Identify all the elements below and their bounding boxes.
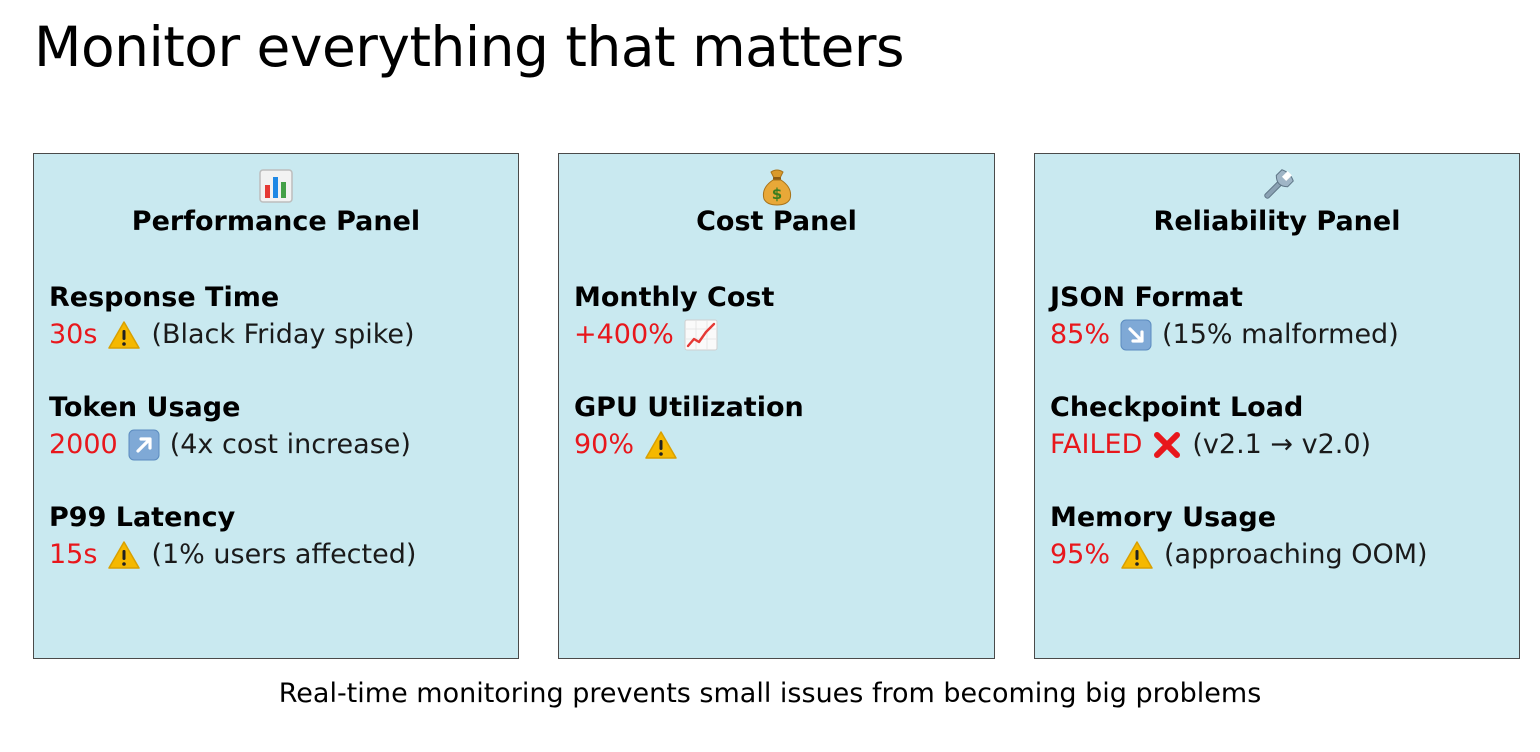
cross-mark-icon <box>1152 430 1182 460</box>
arrow-up-right-icon <box>128 429 160 461</box>
metric-name: Checkpoint Load <box>1050 392 1304 423</box>
metric-name: Monthly Cost <box>574 282 775 313</box>
metric-value: 2000 <box>49 429 118 460</box>
metric-name: JSON Format <box>1050 282 1243 313</box>
wrench-icon <box>1035 168 1519 208</box>
metric-gpu-utilization: GPU Utilization 90% <box>574 390 986 464</box>
metric-token-usage: Token Usage 2000 (4x cost increase) <box>49 390 510 464</box>
metric-value: 90% <box>574 429 635 460</box>
metric-response-time: Response Time 30s (Black Friday spike) <box>49 280 510 354</box>
metric-value: 85% <box>1050 319 1111 350</box>
metric-note: (approaching OOM) <box>1164 539 1428 570</box>
panel-title: Reliability Panel <box>1153 206 1401 237</box>
page-title: Monitor everything that matters <box>34 15 905 79</box>
warning-icon <box>644 430 678 460</box>
metric-value: FAILED <box>1050 429 1143 460</box>
metric-value: +400% <box>574 319 674 350</box>
metric-checkpoint-load: Checkpoint Load FAILED (v2.1 → v2.0) <box>1050 390 1511 464</box>
metric-value: 15s <box>49 539 98 570</box>
money-bag-icon: $ <box>559 168 994 208</box>
warning-icon <box>1120 540 1154 570</box>
metric-note: (15% malformed) <box>1162 319 1399 350</box>
warning-icon <box>107 320 141 350</box>
metric-value: 95% <box>1050 539 1111 570</box>
metric-memory-usage: Memory Usage 95% (approaching OOM) <box>1050 500 1511 574</box>
metric-value: 30s <box>49 319 98 350</box>
metric-name: P99 Latency <box>49 502 236 533</box>
metric-name: Memory Usage <box>1050 502 1277 533</box>
panel-title: Cost Panel <box>696 206 857 237</box>
metric-note: (v2.1 → v2.0) <box>1192 429 1372 460</box>
metric-note: (1% users affected) <box>151 539 417 570</box>
metric-name: GPU Utilization <box>574 392 804 423</box>
metric-monthly-cost: Monthly Cost +400% <box>574 280 986 354</box>
arrow-down-right-icon <box>1120 319 1152 351</box>
cost-panel: $ Cost Panel Monthly Cost +400% GPU Util… <box>558 153 995 659</box>
metric-note: (Black Friday spike) <box>151 319 415 350</box>
chart-increasing-icon <box>684 319 718 351</box>
metric-p99-latency: P99 Latency 15s (1% users affected) <box>49 500 510 574</box>
footer-caption: Real-time monitoring prevents small issu… <box>278 678 1262 709</box>
metric-name: Response Time <box>49 282 280 313</box>
panel-title: Performance Panel <box>131 206 421 237</box>
bar-chart-icon <box>34 168 518 208</box>
metric-name: Token Usage <box>49 392 241 423</box>
metric-note: (4x cost increase) <box>169 429 411 460</box>
svg-text:$: $ <box>771 185 781 203</box>
reliability-panel: Reliability Panel JSON Format 85% (15% m… <box>1034 153 1520 659</box>
warning-icon <box>107 540 141 570</box>
performance-panel: Performance Panel Response Time 30s (Bla… <box>33 153 519 659</box>
metric-json-format: JSON Format 85% (15% malformed) <box>1050 280 1511 354</box>
